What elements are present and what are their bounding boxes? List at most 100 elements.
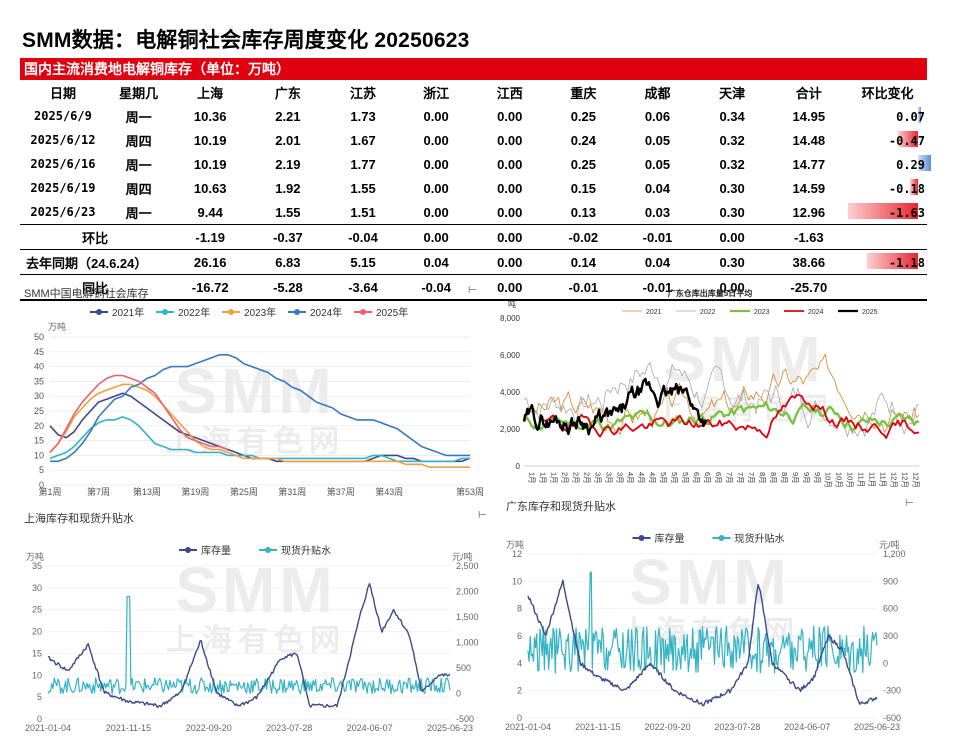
y-tick-label: 0 <box>516 462 521 471</box>
x-tick-label: 第13周 <box>133 486 161 497</box>
table-row: 2025/6/19 周四 10.63 1.92 1.55 0.00 0.00 0.15 0.04… <box>20 176 927 200</box>
value-cell: 0.14 <box>546 249 621 275</box>
value-cell: 10.19 <box>193 156 227 172</box>
value-cell: 0.00 <box>423 132 449 148</box>
chart-title: 上海库存和现货升贴水 <box>24 513 134 525</box>
table-body: 2025/6/9 周一 10.36 2.21 1.73 0.00 0.00 0.25 0.06 0… <box>20 104 931 301</box>
value-cell: 1.73 <box>350 108 376 124</box>
right-tick-label: -500 <box>456 714 474 724</box>
series-line <box>49 383 470 468</box>
chart-guangdong-outflow: SMM上海有色网广东仓库出库量5日平均吨02,0004,0006,0008,00… <box>500 288 921 488</box>
legend-label: 2024年 <box>310 306 342 319</box>
summary-row: 去年同期（24.6.24） 26.16 6.83 5.15 0.04 0.00 0.14 0.… <box>20 249 927 275</box>
column-header: 成都 <box>644 85 671 101</box>
change-cell: 0.29 <box>848 152 931 176</box>
right-tick-label: 600 <box>883 604 898 614</box>
value-cell: 0.00 <box>497 108 523 124</box>
change-cell <box>848 274 927 301</box>
change-cell: -0.47 <box>848 128 927 152</box>
value-cell: -0.02 <box>546 224 621 250</box>
left-tick-label: 6 <box>517 631 522 641</box>
change-bar <box>867 253 919 269</box>
expand-icon[interactable]: ⊢ <box>478 510 487 521</box>
legend-marker <box>162 309 168 315</box>
left-tick-label: 12 <box>512 549 522 559</box>
series-line-stock <box>527 579 878 707</box>
x-tick-label: 2月 <box>571 472 580 484</box>
y-tick-label: 25 <box>34 406 44 416</box>
x-tick-label: 9月 <box>791 472 800 484</box>
legend-marker <box>228 309 234 315</box>
value-cell: -1.63 <box>769 224 849 250</box>
y-tick-label: 8,000 <box>500 314 521 323</box>
expand-icon[interactable]: ⊢ <box>905 498 914 509</box>
legend-label: 2022年 <box>178 306 210 319</box>
summary-label: 环比 <box>20 224 172 250</box>
y-tick-label: 40 <box>34 362 44 372</box>
x-tick-label: 11月 <box>857 472 866 487</box>
legend-label: 2021年 <box>112 306 144 319</box>
x-tick-label: 2023-07-28 <box>266 723 312 733</box>
chart-panel-national: SMM中国电解铜社会库存 ⊢ SMM 上海有色网 万吨 0 5 10 15 20 25 30 35 4… <box>18 285 488 500</box>
page-title: SMM数据：电解铜社会库存周度变化 20250623 <box>22 29 470 52</box>
right-tick-label: 2,500 <box>456 561 479 571</box>
x-tick-label: 3月 <box>593 472 602 484</box>
series-line <box>49 374 228 453</box>
value-cell: 0.00 <box>399 224 473 250</box>
value-cell: -0.01 <box>620 224 695 250</box>
y-tick-label: 2,000 <box>500 425 521 434</box>
date-cell: 2025/6/12 <box>30 133 96 147</box>
weekday-cell: 周四 <box>125 133 152 149</box>
weekday-cell: 周一 <box>125 157 152 173</box>
value-cell: 0.25 <box>570 108 596 124</box>
left-tick-label: 30 <box>32 583 42 593</box>
value-cell: 0.06 <box>644 108 671 124</box>
column-header: 江苏 <box>350 85 377 101</box>
change-value: -0.18 <box>888 181 925 196</box>
left-tick-label: 8 <box>517 604 522 614</box>
value-cell: 14.77 <box>792 156 826 172</box>
change-bar <box>848 203 919 219</box>
value-cell: 0.34 <box>719 108 745 124</box>
value-cell: 0.00 <box>497 180 523 196</box>
left-tick-label: 4 <box>517 658 522 668</box>
right-tick-label: 1,200 <box>883 549 906 559</box>
x-tick-label: 1月 <box>538 472 547 484</box>
x-tick-label: 9月 <box>813 472 822 484</box>
table-row: 2025/6/9 周一 10.36 2.21 1.73 0.00 0.00 0.25 0.06 0… <box>20 104 927 128</box>
legend-label: 现货升贴水 <box>735 532 785 545</box>
series-line-stock <box>47 582 451 709</box>
left-axis-unit: 万吨 <box>26 551 44 562</box>
series-line <box>523 362 920 438</box>
right-tick-label: 1,000 <box>456 638 479 648</box>
right-tick-label: -300 <box>883 686 901 696</box>
x-tick-label: 2023-07-28 <box>714 722 760 732</box>
column-header: 浙江 <box>423 85 450 101</box>
value-cell: -16.72 <box>171 274 250 301</box>
column-header: 江西 <box>496 85 523 101</box>
x-tick-label: 12月 <box>912 472 921 488</box>
x-tick-label: 6月 <box>714 472 723 484</box>
value-cell: 14.95 <box>792 108 826 124</box>
x-tick-label: 5月 <box>681 472 690 484</box>
x-tick-label: 10月 <box>846 472 855 488</box>
table-row: 2025/6/16 周一 10.19 2.19 1.77 0.00 0.00 0.25 0.05… <box>20 152 931 176</box>
watermark-logo: SMM <box>174 355 335 427</box>
x-tick-label: 6月 <box>703 472 712 484</box>
x-tick-label: 2月 <box>582 472 591 484</box>
x-tick-label: 8月 <box>769 472 778 484</box>
date-cell: 2025/6/23 <box>30 205 96 219</box>
value-cell: 14.48 <box>792 132 826 148</box>
left-tick-label: 15 <box>32 648 42 658</box>
value-cell: 0.00 <box>423 180 449 196</box>
y-tick-label: 15 <box>34 436 44 446</box>
x-tick-label: 2021-01-04 <box>505 722 551 732</box>
value-cell: 1.55 <box>275 204 301 220</box>
date-cell: 2025/6/9 <box>34 109 92 123</box>
x-tick-label: 9月 <box>802 472 811 484</box>
legend-marker <box>265 547 271 553</box>
expand-icon[interactable]: ⊢ <box>468 285 477 296</box>
change-bar <box>897 131 919 147</box>
x-tick-label: 11月 <box>879 472 888 487</box>
legend-marker <box>294 309 300 315</box>
